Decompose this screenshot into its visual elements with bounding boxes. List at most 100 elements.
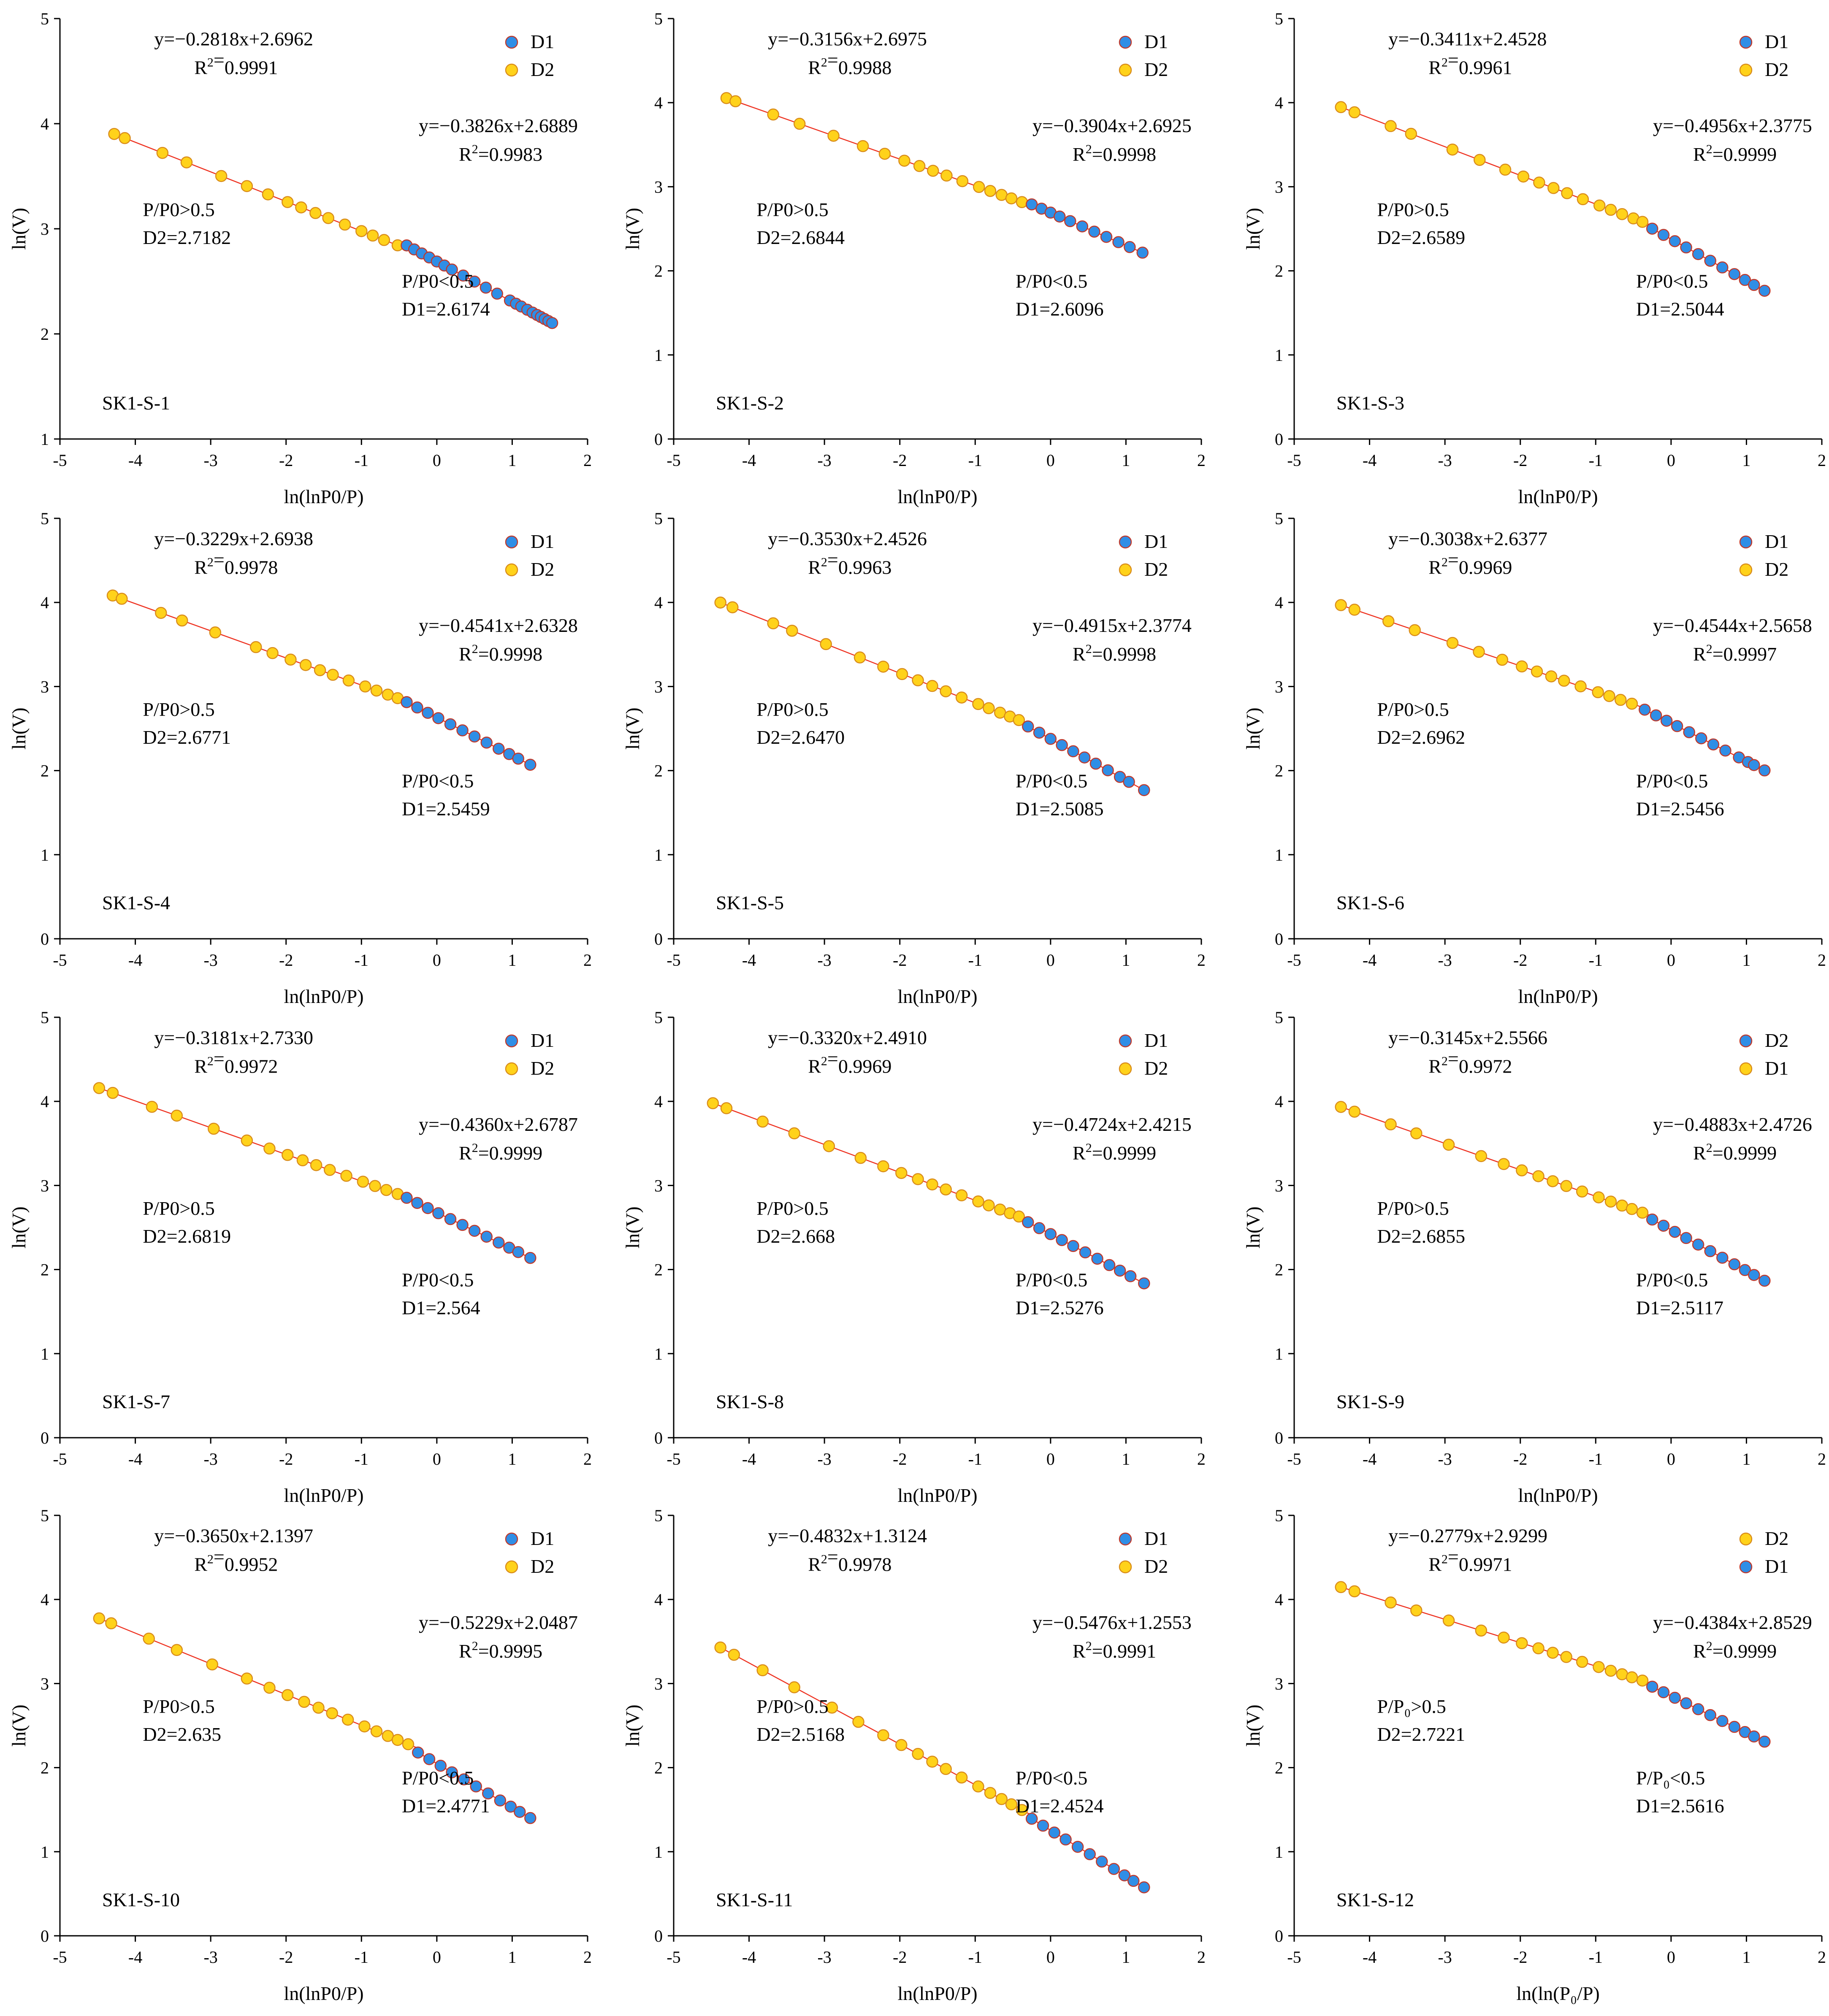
legend-marker-d2 bbox=[1119, 1062, 1132, 1076]
data-point-d2 bbox=[1442, 1614, 1455, 1627]
fractal-dimension-d1: D1=2.4524 bbox=[1016, 1795, 1104, 1816]
legend-label: D1 bbox=[531, 531, 554, 552]
data-point-d2 bbox=[995, 1793, 1008, 1805]
fractal-dimension-d1: D1=2.5044 bbox=[1636, 298, 1724, 320]
region-label-d1: P/P0<0.5 bbox=[1016, 770, 1087, 791]
x-tick-label: 2 bbox=[1197, 451, 1206, 470]
data-point-d1 bbox=[1033, 1222, 1046, 1234]
data-point-d2 bbox=[143, 1632, 155, 1645]
data-point-d2 bbox=[729, 95, 742, 108]
data-point-d2 bbox=[116, 593, 128, 605]
x-tick-label: -3 bbox=[1438, 1948, 1452, 1967]
fractal-dimension-d2: D2=2.6470 bbox=[756, 726, 845, 748]
x-axis-title: ln(lnP0/P) bbox=[1518, 486, 1598, 507]
equation-d1: y=−0.3904x+2.6925 bbox=[1032, 115, 1192, 136]
x-tick-label: 0 bbox=[433, 1948, 441, 1967]
legend-marker-d2 bbox=[1119, 63, 1132, 77]
data-point-d1 bbox=[1022, 1216, 1034, 1228]
x-tick-label: -5 bbox=[1287, 951, 1301, 970]
data-point-d2 bbox=[206, 1658, 218, 1671]
data-point-d2 bbox=[340, 1170, 352, 1182]
fractal-dimension-d2: D2=2.7221 bbox=[1377, 1723, 1465, 1745]
x-tick-label: 0 bbox=[1046, 1450, 1055, 1469]
data-point-d1 bbox=[1114, 1264, 1126, 1277]
chart-panel-8: -5 -4 -3 -2 -1 0 1 2012345ln(lnP0/P)ln(V)D1D2y=… bbox=[622, 1008, 1206, 1506]
data-point-d1 bbox=[1669, 1226, 1681, 1238]
data-point-d2 bbox=[171, 1644, 183, 1656]
data-point-d2 bbox=[171, 1109, 183, 1122]
data-point-d2 bbox=[912, 1173, 924, 1185]
data-point-d1 bbox=[411, 1197, 423, 1209]
data-point-d2 bbox=[756, 1664, 769, 1677]
r-squared-d2: R2=0.9972 bbox=[1428, 1048, 1512, 1077]
data-point-d2 bbox=[786, 625, 798, 637]
y-tick-label: 5 bbox=[41, 9, 49, 28]
y-tick-label: 5 bbox=[654, 509, 663, 528]
data-point-d2 bbox=[93, 1612, 106, 1625]
x-tick-label: 1 bbox=[508, 1948, 516, 1967]
legend-marker-d1 bbox=[505, 1532, 518, 1546]
legend-label: D1 bbox=[531, 1030, 554, 1051]
data-point-d1 bbox=[1669, 1691, 1681, 1704]
equation-d2: y=−0.3650x+2.1397 bbox=[154, 1525, 313, 1547]
y-tick-label: 5 bbox=[41, 509, 49, 528]
x-tick-label: -1 bbox=[1589, 1948, 1603, 1967]
y-tick-label: 2 bbox=[41, 325, 49, 344]
y-tick-label: 0 bbox=[41, 1927, 49, 1946]
data-point-d2 bbox=[296, 1154, 309, 1167]
x-tick-label: 0 bbox=[1667, 1450, 1675, 1469]
data-point-d1 bbox=[493, 1236, 505, 1249]
x-tick-label: -5 bbox=[53, 1450, 67, 1469]
x-tick-label: -1 bbox=[968, 951, 982, 970]
data-point-d1 bbox=[1067, 745, 1079, 758]
y-tick-label: 3 bbox=[654, 677, 663, 696]
fractal-dimension-d2: D2=2.668 bbox=[756, 1225, 835, 1247]
data-point-d2 bbox=[767, 108, 779, 121]
data-point-d2 bbox=[1016, 196, 1028, 209]
r-squared-d2-value: 0.9969 bbox=[838, 1056, 892, 1077]
r-squared-d1: R2=0.9999 bbox=[1073, 1141, 1156, 1164]
r-squared-d1: R2=0.9998 bbox=[459, 642, 542, 665]
data-point-d2 bbox=[156, 146, 169, 159]
region-label-d1: P/P₀<0.5 bbox=[1636, 1767, 1705, 1788]
data-point-d2 bbox=[972, 1780, 984, 1793]
x-tick-label: 2 bbox=[583, 451, 592, 470]
fractal-dimension-d1: D1=2.5085 bbox=[1016, 798, 1104, 819]
data-point-d1 bbox=[504, 1800, 517, 1813]
r-squared-d1: R2=0.9998 bbox=[1073, 142, 1156, 165]
data-point-d1 bbox=[411, 701, 423, 714]
x-tick-label: 0 bbox=[1667, 951, 1675, 970]
data-point-d1 bbox=[480, 282, 492, 294]
y-tick-label: 2 bbox=[654, 1759, 663, 1778]
x-tick-label: -5 bbox=[1287, 1450, 1301, 1469]
data-point-d2 bbox=[1410, 1127, 1423, 1140]
x-tick-label: -5 bbox=[53, 951, 67, 970]
fractal-dimension-d1: D1=2.5456 bbox=[1636, 798, 1724, 819]
data-point-d2 bbox=[714, 596, 726, 609]
y-tick-label: 5 bbox=[1275, 1506, 1283, 1525]
data-point-d2 bbox=[1561, 187, 1573, 199]
legend-marker-d1 bbox=[1739, 535, 1753, 549]
data-point-d2 bbox=[241, 180, 253, 192]
data-point-d2 bbox=[898, 154, 910, 167]
sample-title: SK1-S-9 bbox=[1336, 1391, 1404, 1412]
data-point-d1 bbox=[1759, 764, 1771, 777]
r-squared-d2: R2=0.9978 bbox=[194, 549, 278, 578]
data-point-d1 bbox=[1748, 1269, 1760, 1281]
legend-marker-d2 bbox=[1739, 563, 1753, 577]
y-tick-label: 0 bbox=[654, 430, 663, 449]
data-point-d1 bbox=[524, 759, 537, 771]
data-point-d2 bbox=[854, 651, 866, 664]
x-axis-title: ln(lnP0/P) bbox=[284, 1983, 363, 2004]
x-tick-label: -1 bbox=[968, 1948, 982, 1967]
data-point-d2 bbox=[309, 207, 322, 219]
data-point-d2 bbox=[878, 148, 891, 160]
data-point-d2 bbox=[327, 669, 339, 681]
y-tick-label: 4 bbox=[1275, 593, 1283, 612]
data-point-d1 bbox=[1646, 1680, 1658, 1693]
legend-label: D1 bbox=[1144, 1528, 1168, 1549]
equation-d2: y=−0.3181x+2.7330 bbox=[154, 1027, 313, 1049]
x-tick-label: -1 bbox=[968, 451, 982, 470]
